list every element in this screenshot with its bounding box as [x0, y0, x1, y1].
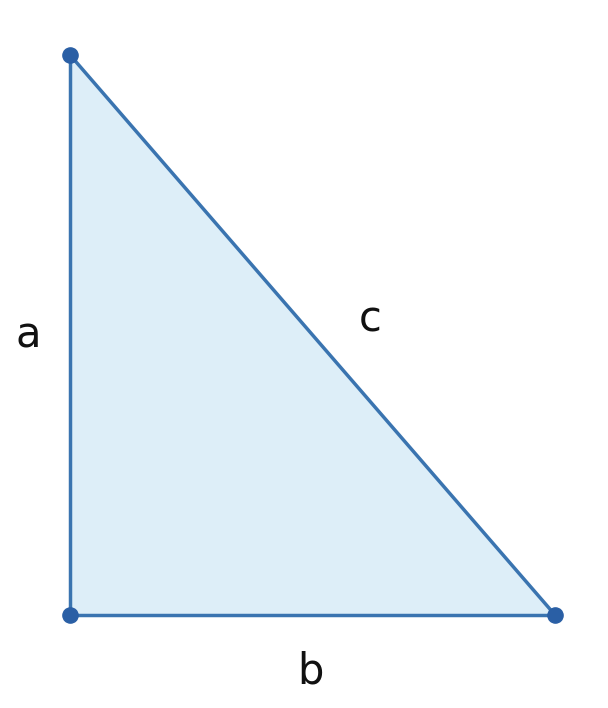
Text: c: c [359, 299, 381, 341]
Polygon shape [70, 55, 555, 615]
Text: b: b [297, 651, 323, 693]
Point [65, 610, 75, 621]
Point [550, 610, 560, 621]
Text: a: a [15, 314, 41, 356]
Point [65, 50, 75, 61]
